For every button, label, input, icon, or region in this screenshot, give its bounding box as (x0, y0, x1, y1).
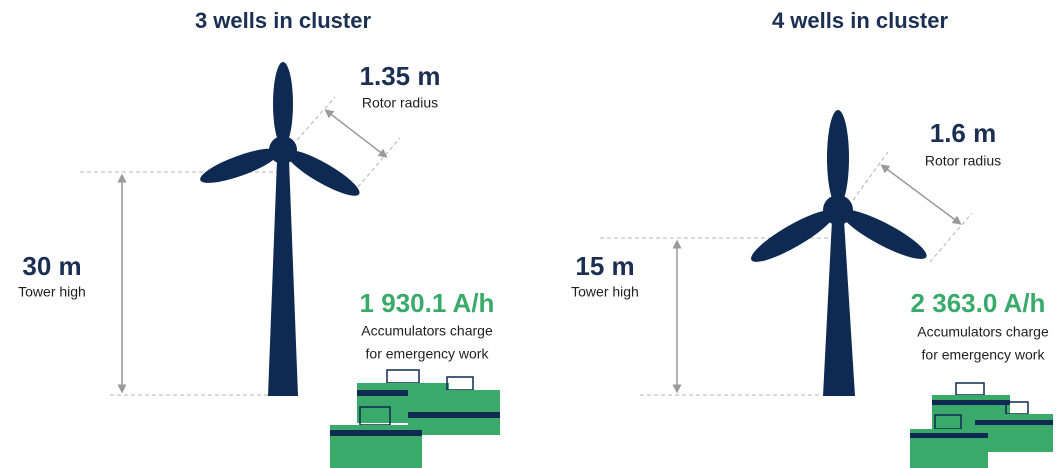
rotor-label: Rotor radius (925, 153, 1001, 169)
batteries (330, 370, 500, 468)
tower (823, 220, 855, 396)
tower-label: Tower high (571, 284, 639, 300)
radius-arrow (328, 112, 384, 155)
dash (297, 97, 335, 140)
rotor-label: Rotor radius (362, 95, 438, 111)
dash (358, 138, 400, 187)
tower-value: 15 m (575, 251, 634, 281)
dash (930, 213, 972, 262)
charge-line: Accumulators charge (361, 323, 493, 339)
batteries (910, 383, 1053, 468)
charge-line: for emergency work (922, 347, 1046, 363)
rotor-value: 1.35 m (360, 61, 441, 91)
infographic: 3 wells in cluster 1.35 m Rotor radius 3… (0, 0, 1064, 468)
tower-label: Tower high (18, 284, 86, 300)
charge-value: 1 930.1 A/h (360, 288, 495, 318)
panel-title: 3 wells in cluster (195, 8, 372, 33)
panel-title: 4 wells in cluster (772, 8, 949, 33)
charge-line: for emergency work (366, 346, 490, 362)
radius-arrow (884, 167, 958, 222)
panel-left: 3 wells in cluster 1.35 m Rotor radius 3… (18, 8, 500, 468)
rotor-value: 1.6 m (930, 118, 997, 148)
tower-value: 30 m (22, 251, 81, 281)
panel-right: 4 wells in cluster 1.6 m Rotor radius 15… (571, 8, 1053, 468)
charge-value: 2 363.0 A/h (911, 288, 1046, 318)
tower (268, 160, 298, 396)
dash (853, 152, 888, 200)
charge-line: Accumulators charge (917, 324, 1049, 340)
